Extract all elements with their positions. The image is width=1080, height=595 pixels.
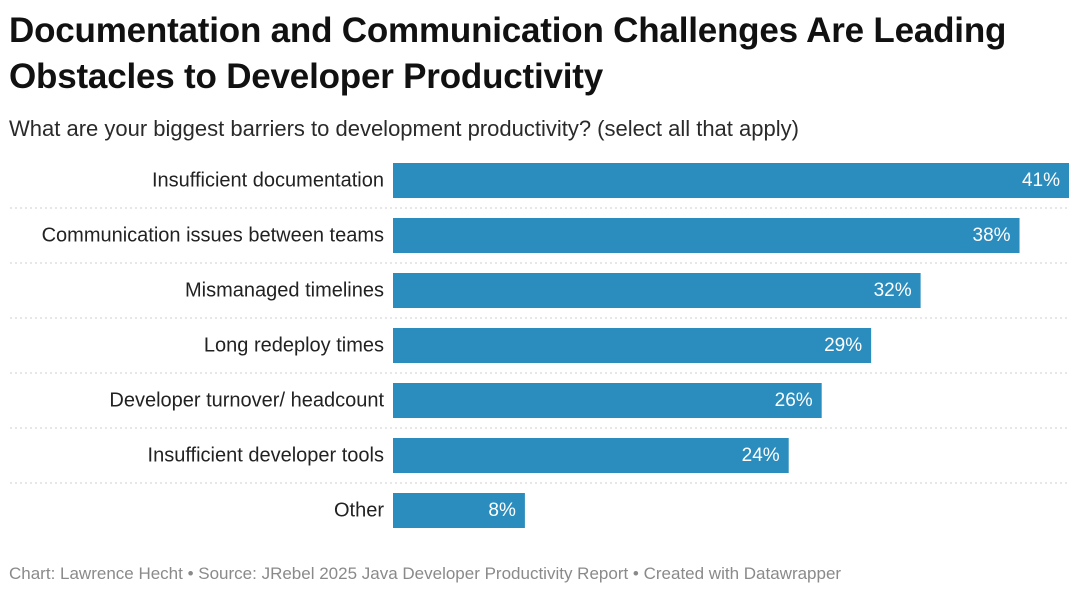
value-label: 29%: [824, 335, 862, 356]
category-label: Insufficient developer tools: [148, 445, 384, 467]
bar-3: [393, 328, 872, 363]
category-label: Mismanaged timelines: [185, 280, 384, 302]
value-label: 32%: [874, 280, 912, 301]
value-label: 8%: [488, 500, 516, 521]
value-label: 38%: [973, 225, 1011, 246]
category-label: Communication issues between teams: [42, 225, 384, 247]
chart-subtitle: What are your biggest barriers to develo…: [9, 116, 799, 141]
bar-1: [393, 218, 1020, 253]
category-label: Long redeploy times: [204, 335, 384, 357]
category-label: Other: [334, 500, 384, 522]
category-label: Developer turnover/ headcount: [109, 390, 384, 412]
bar-4: [393, 383, 822, 418]
bar-chart: Insufficient documentation 41% Communicati…: [10, 163, 1070, 528]
bar-5: [393, 438, 789, 473]
value-label: 26%: [775, 390, 813, 411]
value-label: 41%: [1022, 170, 1060, 191]
value-label: 24%: [742, 445, 780, 466]
bar-6: [393, 493, 525, 528]
bar-0: [393, 163, 1069, 198]
chart-footer-credit: Chart: Lawrence Hecht • Source: JRebel 2…: [9, 564, 842, 583]
bar-2: [393, 273, 921, 308]
chart-title: Documentation and Communication Challeng…: [9, 11, 1007, 96]
category-label: Insufficient documentation: [152, 170, 384, 192]
